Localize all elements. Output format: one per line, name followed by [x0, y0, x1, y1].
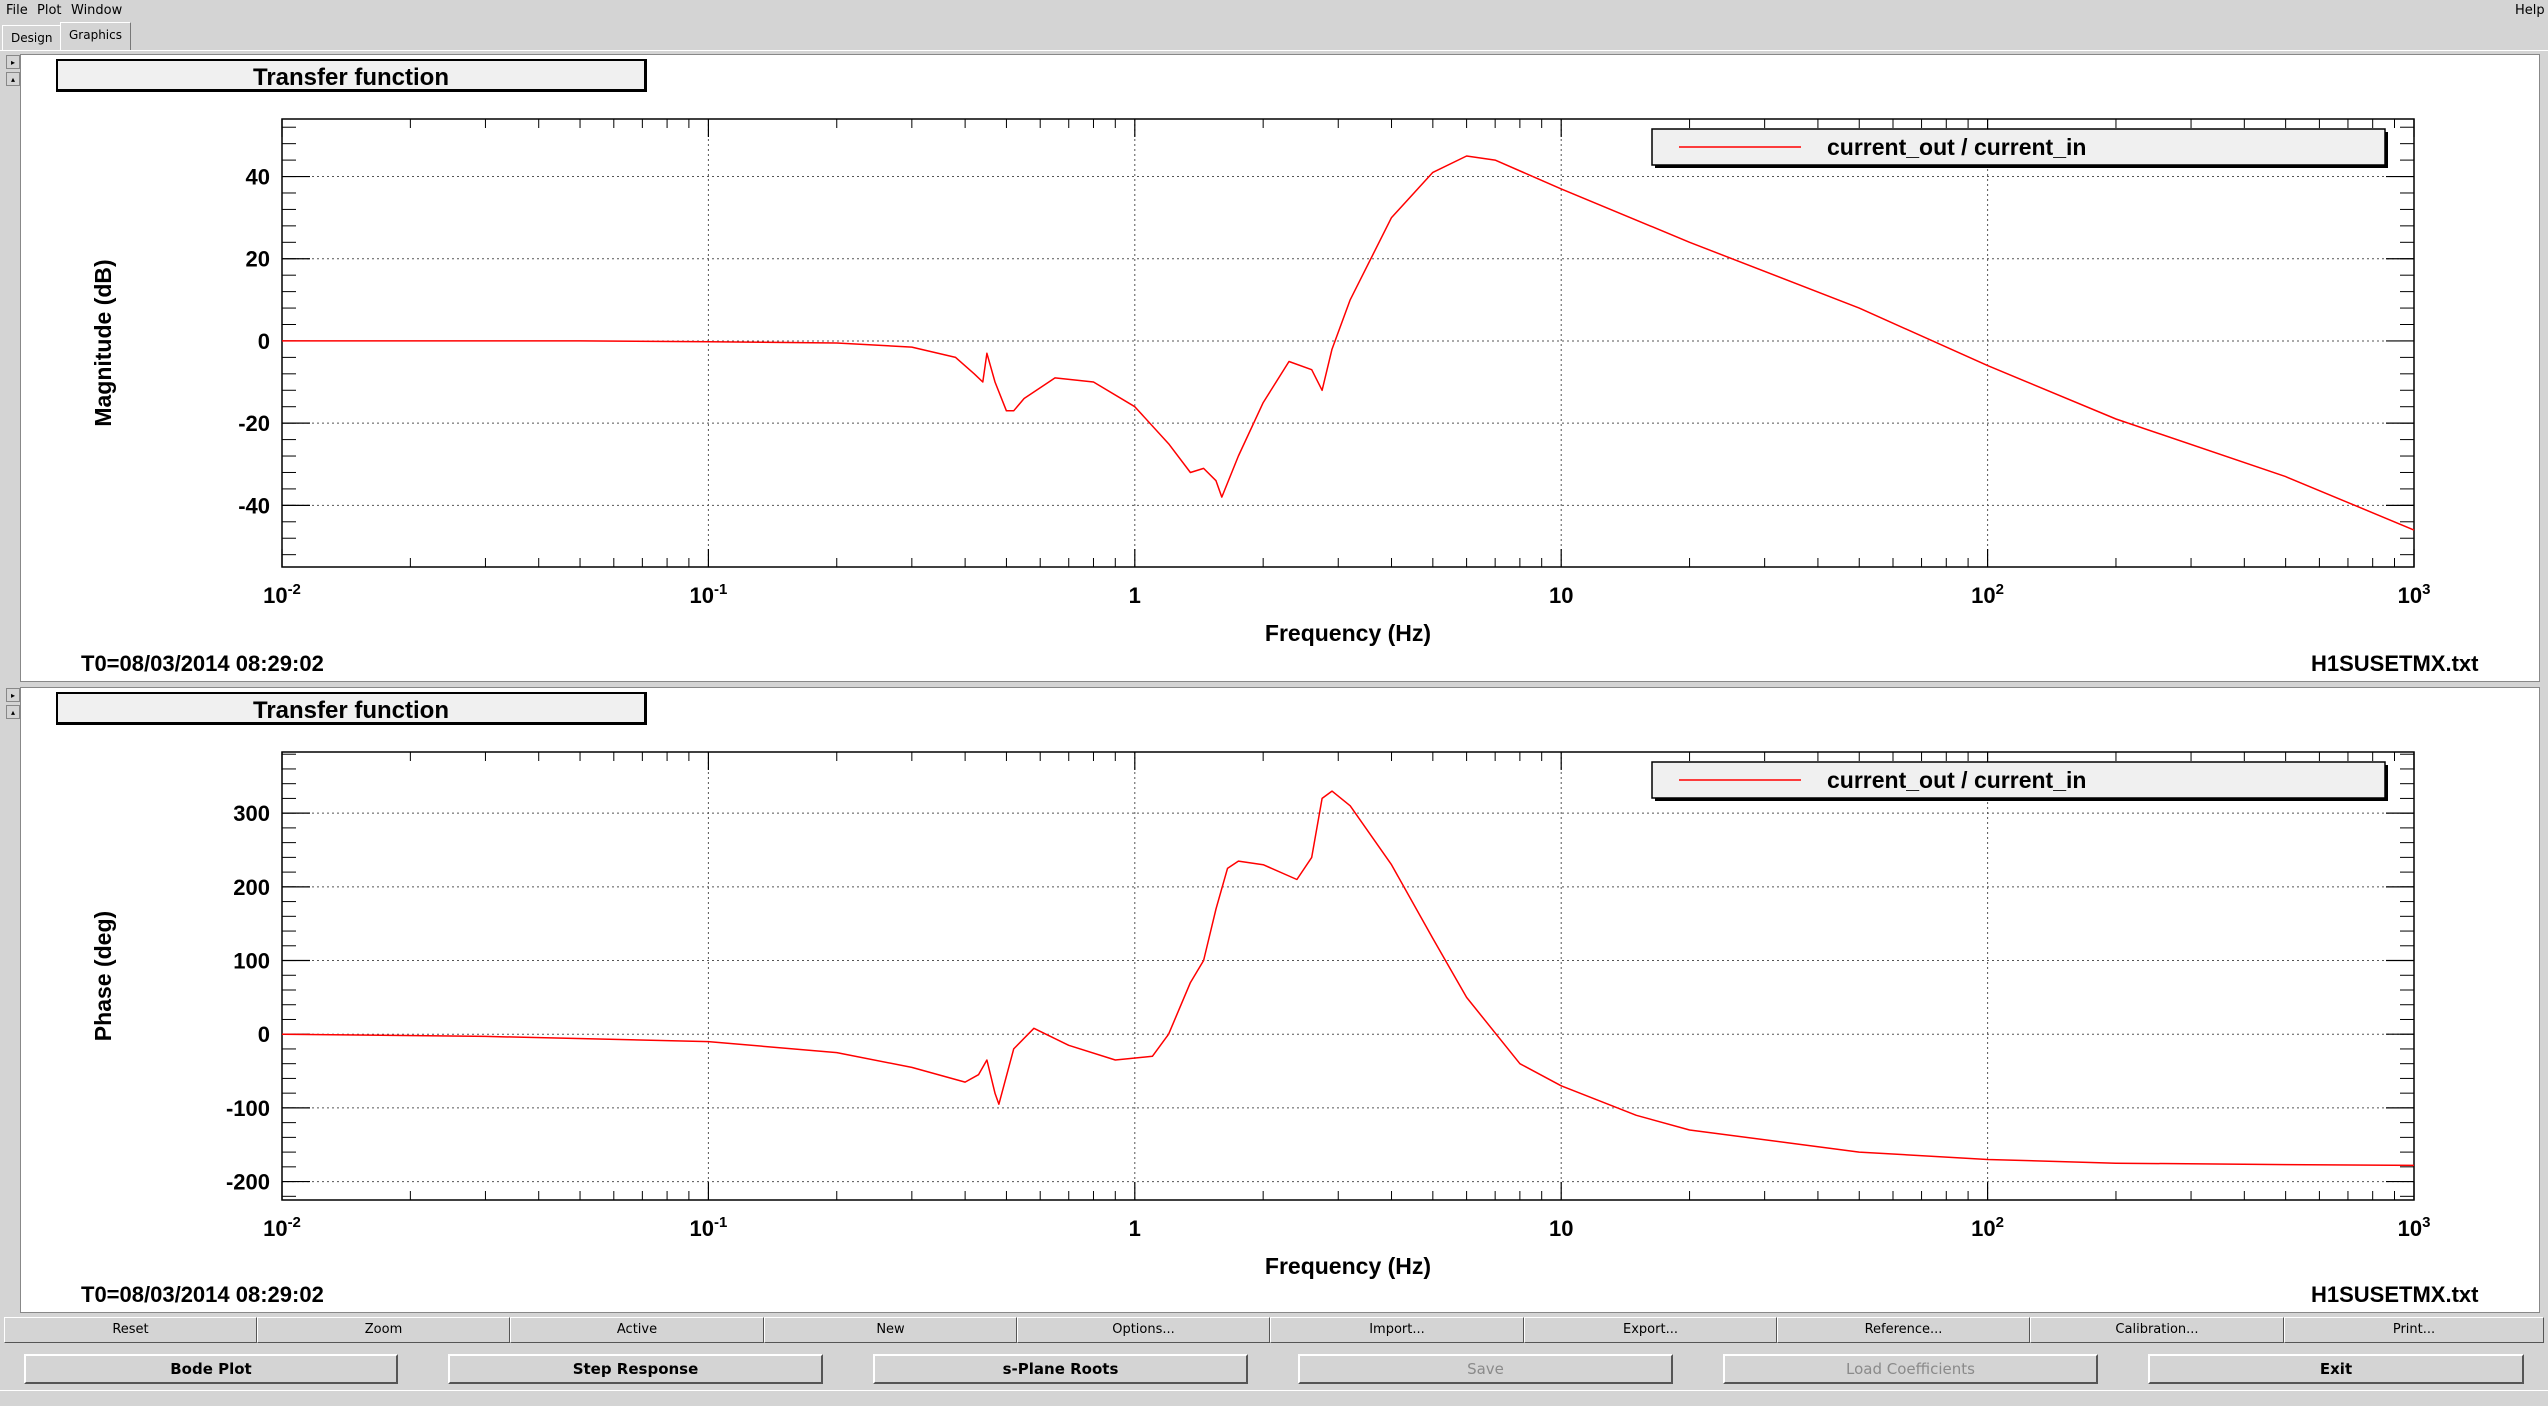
pane2-filename: H1SUSETMX.txt [2311, 1282, 2479, 1307]
zoom-button[interactable]: Zoom [257, 1317, 510, 1343]
print-button[interactable]: Print... [2284, 1317, 2544, 1343]
x-tick-label: 1 [1129, 583, 1141, 608]
pane1-timestamp: T0=08/03/2014 08:29:02 [81, 651, 324, 676]
x-tick-label: 103 [2398, 1214, 2431, 1241]
options-button[interactable]: Options... [1017, 1317, 1270, 1343]
y-tick-label: 0 [258, 329, 270, 354]
x-axis-label: Frequency (Hz) [1265, 1253, 1431, 1279]
pane2-title-box: Transfer function [56, 692, 647, 725]
x-tick-label: 10-1 [689, 1214, 727, 1241]
y-tick-label: 40 [246, 165, 270, 190]
series-line [281, 790, 2415, 1167]
pane2-expand-icon[interactable]: ▸ [6, 688, 20, 702]
legend-label: current_out / current_in [1827, 134, 2086, 160]
x-tick-label: 10-2 [263, 1214, 301, 1241]
tab-divider [0, 50, 2548, 52]
menu-help[interactable]: Help [2515, 3, 2545, 18]
pane1-title: Transfer function [252, 64, 450, 91]
y-tick-label: -20 [238, 411, 270, 436]
tab-graphics[interactable]: Graphics [60, 22, 131, 50]
pane1-expand-icon[interactable]: ▸ [6, 55, 20, 69]
pane1-arrows: ▸ ▴ [6, 55, 20, 89]
x-tick-label: 10-2 [263, 581, 301, 608]
tab-bar: Design Graphics [0, 22, 2548, 52]
phase-pane[interactable]: 10-2 10-1 1 10 102 103 -200 -100 0 100 200 300 Frequ… [20, 687, 2540, 1313]
magnitude-plot[interactable]: 10-2 10-1 1 10 102 103 -40 -20 0 20 40 Frequency (H… [21, 55, 2539, 681]
y-axis-label: Phase (deg) [90, 911, 116, 1041]
reference-button[interactable]: Reference... [1777, 1317, 2030, 1343]
s-plane-roots-button[interactable]: s-Plane Roots [873, 1354, 1248, 1384]
bode-plot-button[interactable]: Bode Plot [24, 1354, 398, 1384]
y-tick-label: -100 [226, 1096, 270, 1121]
save-button[interactable]: Save [1298, 1354, 1673, 1384]
legend-label: current_out / current_in [1827, 767, 2086, 793]
y-tick-label: -200 [226, 1170, 270, 1195]
menu-file[interactable]: File [6, 3, 28, 18]
y-tick-label: 20 [246, 247, 270, 272]
exit-button[interactable]: Exit [2148, 1354, 2524, 1384]
menu-plot[interactable]: Plot [37, 3, 62, 18]
x-tick-label: 103 [2398, 581, 2431, 608]
x-tick-label: 10-1 [689, 581, 727, 608]
pane2-title: Transfer function [252, 697, 450, 724]
tab-design[interactable]: Design [2, 25, 62, 50]
plot-frame [281, 118, 2415, 568]
pane2-arrows: ▸ ▴ [6, 688, 20, 722]
x-tick-label: 10 [1549, 583, 1573, 608]
y-tick-label: 200 [233, 875, 270, 900]
new-button[interactable]: New [764, 1317, 1017, 1343]
menu-window[interactable]: Window [71, 3, 123, 18]
menu-bar: File Plot Window Help [0, 0, 2548, 22]
series-line [282, 155, 2415, 531]
x-tick-label: 1 [1129, 1216, 1141, 1241]
active-button[interactable]: Active [510, 1317, 764, 1343]
pane1-title-box: Transfer function [56, 59, 647, 92]
plot-frame [281, 751, 2415, 1201]
x-tick-label: 102 [1971, 1214, 2004, 1241]
x-axis-label: Frequency (Hz) [1265, 620, 1431, 646]
y-tick-label: -40 [238, 493, 270, 518]
reset-button[interactable]: Reset [4, 1317, 257, 1343]
pane2-timestamp: T0=08/03/2014 08:29:02 [81, 1282, 324, 1307]
magnitude-pane[interactable]: 10-2 10-1 1 10 102 103 -40 -20 0 20 40 Frequency (H… [20, 54, 2540, 682]
action-toolbar: Bode Plot Step Response s-Plane Roots Sa… [0, 1350, 2548, 1390]
status-bar [0, 1390, 2548, 1406]
load-coefficients-button[interactable]: Load Coefficients [1723, 1354, 2098, 1384]
calibration-button[interactable]: Calibration... [2030, 1317, 2284, 1343]
y-tick-label: 0 [258, 1022, 270, 1047]
phase-plot[interactable]: 10-2 10-1 1 10 102 103 -200 -100 0 100 200 300 Frequ… [21, 688, 2539, 1312]
y-tick-label: 300 [233, 801, 270, 826]
plot-area [282, 752, 2414, 1200]
y-axis-label: Magnitude (dB) [90, 259, 116, 426]
x-tick-label: 102 [1971, 581, 2004, 608]
pane1-collapse-icon[interactable]: ▴ [6, 72, 20, 86]
plot-area [282, 119, 2414, 567]
y-tick-label: 100 [233, 949, 270, 974]
step-response-button[interactable]: Step Response [448, 1354, 823, 1384]
pane1-filename: H1SUSETMX.txt [2311, 651, 2479, 676]
plot-toolbar: Reset Zoom Active New Options... Import.… [0, 1315, 2548, 1345]
import-button[interactable]: Import... [1270, 1317, 1524, 1343]
pane2-collapse-icon[interactable]: ▴ [6, 705, 20, 719]
export-button[interactable]: Export... [1524, 1317, 1777, 1343]
x-tick-label: 10 [1549, 1216, 1573, 1241]
